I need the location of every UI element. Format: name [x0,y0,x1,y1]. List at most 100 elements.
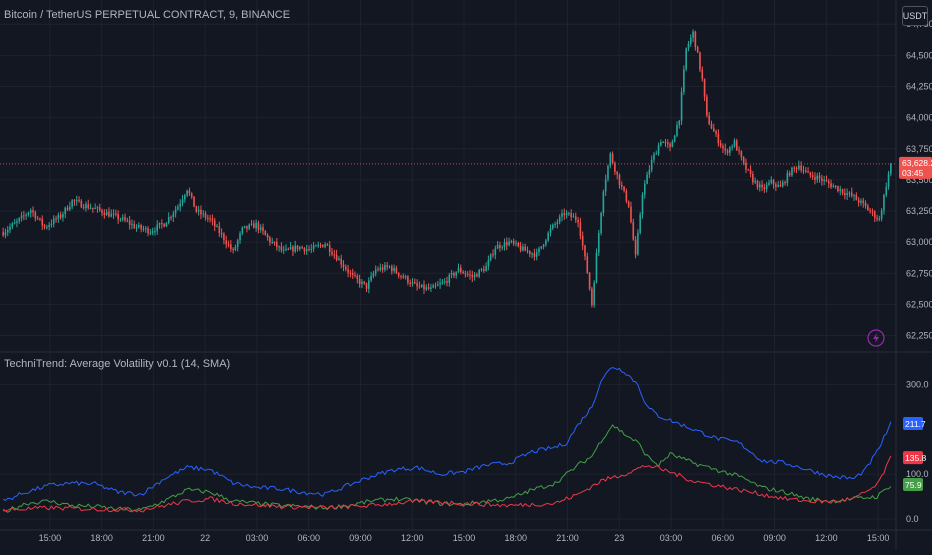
candle-body [395,268,398,273]
candle-body [662,142,664,144]
candle-body [846,193,848,196]
candle-body [595,252,598,283]
candle-body [473,274,476,278]
candle-body [200,209,202,215]
candle-body [154,231,156,233]
candle-body [786,173,789,183]
candle-body [664,142,667,144]
candle-body [46,226,48,228]
time-tick-label: 21:00 [142,533,165,543]
candle-body [871,211,874,213]
candle-body [671,141,674,147]
candle-body [625,190,628,202]
candle-body [827,181,830,184]
candle-body [220,233,223,235]
candle-body [607,165,609,180]
candle-body [735,140,738,151]
candle-body [356,275,359,280]
candle-body [418,286,421,288]
candle-body [788,173,791,176]
candle-body [459,267,462,273]
candle-body [80,200,83,208]
candle-body [195,206,198,212]
candle-body [105,211,108,216]
candle-body [699,52,701,70]
price-tick-label: 62,750.0 [906,268,932,278]
candle-body [439,283,441,285]
candle-body [301,247,303,249]
candle-body [75,200,78,202]
candle-body [213,220,216,227]
candle-body [253,223,255,228]
candle-body [299,247,301,250]
candle-body [469,274,471,276]
candle-body [687,43,690,49]
candle-body [342,264,345,267]
candle-body [538,248,540,253]
candle-body [135,227,138,229]
candle-body [4,232,7,236]
candle-body [16,221,18,223]
candle-body [368,280,370,289]
price-tick-label: 62,250.0 [906,331,932,341]
candle-body [354,275,356,277]
candle-body [149,232,152,234]
candle-body [280,246,283,251]
candle-body [804,170,807,172]
candle-body [294,245,297,252]
candle-body [669,144,671,147]
candle-body [62,214,64,218]
currency-button[interactable]: USDT [902,6,928,26]
candle-body [225,240,228,245]
price-tick-label: 63,000.0 [906,237,932,247]
candle-body [250,223,253,225]
candle-body [639,214,641,233]
candle-body [6,229,9,233]
candle-body [825,179,828,182]
candle-body [128,220,131,225]
candle-body [216,226,218,228]
candle-body [781,182,784,187]
indicator-lines-layer [2,366,892,513]
candle-body [326,244,329,246]
candle-body [333,254,336,256]
time-tick-label: 18:00 [504,533,527,543]
candle-body [462,272,464,274]
candle-body [193,196,195,207]
time-tick-label: 12:00 [815,533,838,543]
candle-body [749,169,752,174]
candle-body [556,222,559,225]
candle-body [724,148,727,151]
candle-body [289,246,292,250]
candle-body [772,179,775,185]
candle-body [885,187,888,195]
candle-body [756,180,759,188]
candle-body [43,225,46,228]
candle-body [211,218,214,221]
candle-body [285,248,287,250]
candle-body [92,208,94,210]
candle-body [526,250,529,252]
candle-body [11,223,14,227]
candle-body [683,69,685,92]
candle-body [328,245,331,252]
series-value-badge [903,417,923,431]
candle-body [204,213,207,218]
candle-body [535,252,538,257]
candle-body [531,253,533,255]
candle-body [151,231,154,233]
candle-body [549,228,552,233]
candle-body [798,165,800,169]
candle-body [795,167,798,169]
lightning-icon[interactable] [867,329,885,347]
last-price-label: 63,628.2 [902,158,932,168]
candle-body [393,268,395,272]
candle-body [584,245,586,257]
candle-body [765,184,768,190]
indicator-tick-label: 100.0 [906,469,929,479]
candle-body [430,287,432,289]
candle-body [48,225,50,227]
candle-body [867,205,869,211]
